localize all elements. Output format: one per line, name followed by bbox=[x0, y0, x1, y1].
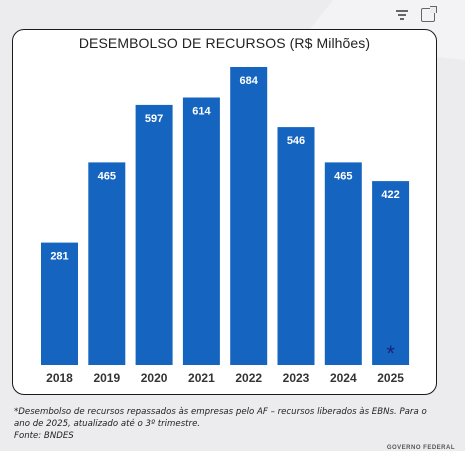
data-label-2024: 465 bbox=[334, 170, 352, 182]
x-tick-label-2019: 2019 bbox=[93, 371, 120, 385]
data-label-2025: 422 bbox=[381, 189, 399, 201]
bar-chart: 281 2018 465 2019 597 2020 614 2021 684 2022 546 20… bbox=[41, 67, 410, 385]
footnote-source: Fonte: BNDES bbox=[14, 431, 74, 441]
x-tick-label-2022: 2022 bbox=[235, 371, 262, 385]
x-tick-label-2024: 2024 bbox=[330, 371, 357, 385]
bar-2020[interactable] bbox=[135, 104, 173, 366]
filter-icon[interactable] bbox=[395, 8, 409, 22]
bar-2019[interactable] bbox=[88, 162, 126, 365]
data-label-2021: 614 bbox=[192, 106, 211, 118]
x-tick-label-2023: 2023 bbox=[283, 371, 310, 385]
expand-icon[interactable] bbox=[421, 6, 437, 22]
data-label-2018: 281 bbox=[50, 251, 68, 263]
brand-logo-text: GOVERNO FEDERAL bbox=[386, 445, 455, 451]
data-label-2019: 465 bbox=[98, 170, 116, 182]
bar-2018[interactable] bbox=[41, 242, 78, 365]
bar-2022[interactable] bbox=[230, 67, 268, 365]
data-label-2023: 546 bbox=[287, 135, 305, 147]
data-label-2020: 597 bbox=[145, 113, 163, 125]
bar-2025[interactable] bbox=[372, 181, 410, 365]
bar-2024[interactable] bbox=[324, 162, 362, 365]
bar-2021[interactable] bbox=[182, 97, 220, 366]
x-tick-label-2021: 2021 bbox=[188, 371, 215, 385]
footnote: *Desembolso de recursos repassados às em… bbox=[14, 406, 444, 442]
x-tick-label-2025: 2025 bbox=[377, 371, 404, 385]
chart-card: 281 2018 465 2019 597 2020 614 2021 684 2022 546 20… bbox=[12, 29, 437, 395]
x-tick-label-2020: 2020 bbox=[141, 371, 168, 385]
annotation-asterisk: * bbox=[386, 341, 395, 366]
footnote-line-2: ano de 2025, atualizado até o 3º trimest… bbox=[14, 419, 201, 429]
visual-toolbar bbox=[395, 6, 437, 22]
x-tick-label-2018: 2018 bbox=[46, 371, 73, 385]
bar-2023[interactable] bbox=[277, 127, 315, 365]
chart-title: DESEMBOLSO DE RECURSOS (R$ Milhões) bbox=[78, 35, 371, 51]
data-label-2022: 684 bbox=[240, 75, 259, 87]
footnote-line-1: *Desembolso de recursos repassados às em… bbox=[14, 407, 427, 417]
